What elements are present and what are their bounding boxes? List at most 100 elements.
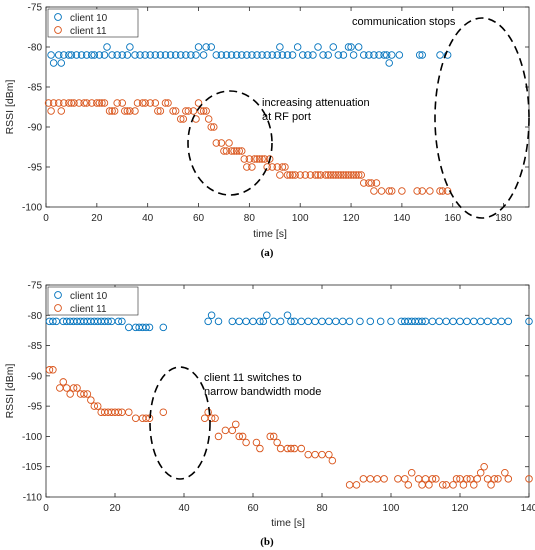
x-tick-label: 120 (343, 213, 360, 224)
data-point-client-10 (344, 43, 353, 51)
data-point-client-10 (268, 51, 276, 59)
data-point-client-10 (159, 323, 168, 332)
data-point-client-11 (199, 107, 208, 115)
plot-area-frame (45, 6, 530, 208)
data-point-client-10 (95, 51, 104, 59)
data-point-client-11 (325, 450, 333, 459)
data-point-client-11 (65, 99, 73, 107)
data-point-client-11 (287, 444, 295, 453)
data-point-client-10 (354, 43, 363, 51)
data-point-client-11 (212, 139, 221, 147)
data-point-client-11 (227, 147, 236, 155)
y-tick-label: -90 (28, 371, 43, 382)
data-point-client-11 (354, 171, 363, 179)
data-point-client-11 (494, 475, 502, 483)
x-tick-label: 160 (444, 213, 461, 224)
data-point-client-10 (276, 43, 284, 51)
data-point-client-11 (204, 115, 213, 123)
data-point-client-10 (356, 317, 364, 326)
data-point-client-10 (166, 51, 175, 59)
data-point-client-11 (278, 163, 287, 171)
y-tick-label: -75 (28, 3, 43, 14)
y-tick-label: -100 (22, 432, 42, 443)
data-point-client-10 (82, 51, 91, 59)
x-tick-label: 0 (43, 213, 49, 224)
legend: client 10 client 11 (47, 8, 139, 38)
data-point-client-11 (75, 99, 83, 107)
data-point-client-11 (266, 432, 275, 441)
data-point-client-10 (376, 317, 385, 326)
x-axis-label: time [s] (271, 517, 305, 529)
data-point-client-10 (57, 59, 66, 67)
data-point-client-10 (90, 51, 99, 59)
data-point-client-11 (133, 99, 142, 107)
data-point-client-10 (145, 323, 154, 332)
data-point-client-11 (306, 171, 315, 179)
data-point-client-11 (232, 147, 241, 155)
data-point-client-11 (54, 99, 63, 107)
data-point-client-11 (57, 107, 66, 115)
data-point-client-11 (459, 481, 468, 489)
data-point-client-11 (182, 107, 190, 115)
data-point-client-11 (217, 139, 226, 147)
x-tick-label: 40 (178, 503, 190, 514)
data-point-client-10 (212, 51, 221, 59)
data-point-client-11 (260, 155, 269, 163)
y-axis-label: RSSI [dBm] (4, 363, 16, 418)
data-point-client-10 (256, 317, 264, 326)
data-point-client-10 (49, 317, 57, 326)
data-point-client-10 (214, 317, 223, 326)
data-point-client-10 (103, 43, 111, 51)
data-point-client-11 (70, 99, 78, 107)
data-point-client-10 (176, 51, 185, 59)
data-point-client-11 (159, 408, 168, 416)
data-point-client-10 (60, 51, 68, 59)
data-point-client-11 (60, 99, 68, 107)
data-point-client-11 (301, 171, 310, 179)
data-point-client-11 (407, 469, 416, 477)
data-point-client-11 (324, 171, 332, 179)
data-point-client-11 (404, 481, 413, 489)
data-point-client-11 (145, 414, 154, 423)
data-point-client-11 (90, 402, 99, 410)
data-point-client-11 (439, 481, 447, 489)
data-point-client-11 (125, 408, 133, 416)
annotation-communication-stops: communication stops (352, 16, 456, 28)
annotation-narrow-bandwidth-line-2: narrow bandwidth mode (204, 386, 321, 398)
data-point-client-10 (382, 51, 391, 59)
data-point-client-11 (252, 438, 261, 447)
data-point-client-10 (77, 51, 86, 59)
data-point-client-10 (504, 317, 513, 326)
data-point-client-10 (108, 51, 116, 59)
data-point-client-11 (438, 187, 447, 195)
data-point-client-10 (243, 51, 251, 59)
data-point-client-11 (243, 163, 251, 171)
x-tick-label: 140 (394, 213, 411, 224)
legend-marker-client-10 (54, 291, 62, 299)
data-point-client-10 (415, 51, 424, 59)
data-point-client-11 (463, 475, 471, 483)
data-point-client-11 (66, 390, 74, 398)
data-point-client-10 (199, 51, 208, 59)
data-point-client-10 (309, 51, 317, 59)
data-point-client-11 (67, 99, 76, 107)
data-point-client-11 (291, 171, 299, 179)
data-point-client-10 (436, 51, 444, 59)
data-point-client-10 (227, 51, 236, 59)
data-point-client-11 (49, 366, 57, 374)
y-tick-label: -110 (23, 493, 43, 504)
data-point-client-11 (238, 432, 247, 441)
data-point-client-11 (443, 187, 452, 195)
x-tick-label: 100 (292, 213, 309, 224)
data-point-client-10 (387, 51, 396, 59)
data-point-client-10 (47, 51, 55, 59)
data-point-client-10 (113, 51, 121, 59)
x-tick-label: 60 (193, 213, 205, 224)
data-point-client-11 (449, 481, 457, 489)
data-point-client-11 (204, 408, 212, 416)
data-point-client-11 (105, 107, 114, 115)
data-point-client-11 (480, 462, 488, 471)
data-point-client-11 (332, 171, 340, 179)
data-point-client-10 (273, 51, 282, 59)
